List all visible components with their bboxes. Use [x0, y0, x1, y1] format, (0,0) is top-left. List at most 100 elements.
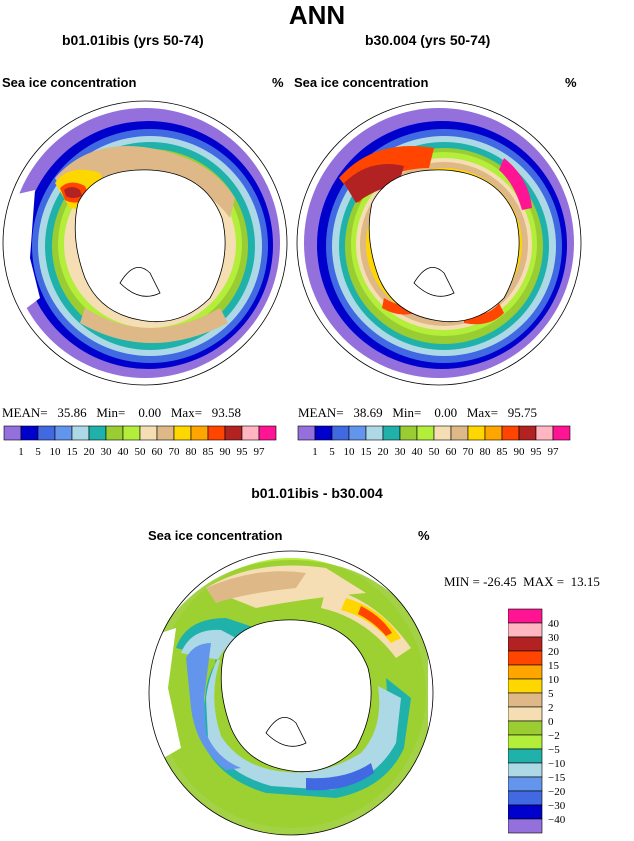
colorbar-swatch [224, 425, 243, 441]
colorbar-tick-label: 95 [237, 446, 249, 458]
diff-colorbar-swatch [508, 706, 543, 722]
diff-stats: MIN = -26.45 MAX = 13.15 [444, 574, 600, 589]
panel2-case-title: b30.004 (yrs 50-74) [365, 32, 491, 48]
colorbar-swatch [156, 425, 175, 441]
panel1-case-title: b01.01ibis (yrs 50-74) [62, 32, 204, 48]
colorbar-tick-label: 10 [344, 446, 356, 458]
colorbar-tick-label: 80 [186, 446, 198, 458]
diff-colorbar-tick-label: −10 [548, 758, 566, 770]
panel2-variable-label: Sea ice concentration [294, 75, 429, 90]
diff-colorbar-swatch [508, 790, 543, 806]
colorbar-tick-label: 85 [203, 446, 215, 458]
colorbar-swatch [241, 425, 260, 441]
diff-colorbar-swatch [508, 622, 543, 638]
colorbar-tick-label: 50 [429, 446, 441, 458]
diff-colorbar-tick-label: −15 [548, 772, 566, 784]
colorbar-swatch [484, 425, 503, 441]
colorbar-tick-label: 97 [548, 446, 560, 458]
page-title: ANN [288, 0, 346, 30]
colorbar-tick-label: 30 [101, 446, 113, 458]
diff-colorbar-swatch [508, 650, 543, 666]
colorbar-tick-label: 1 [18, 446, 24, 458]
colorbar-tick-label: 20 [84, 446, 96, 458]
colorbar-swatch [348, 425, 367, 441]
diff-colorbar-tick-label: 15 [548, 660, 560, 672]
colorbar-tick-label: 90 [220, 446, 232, 458]
colorbar-swatch [382, 425, 401, 441]
map-panel-diff [148, 550, 434, 836]
diff-colorbar-swatch [508, 818, 543, 834]
colorbar-panel-1: 1 5 10 15 20 30 40 50 60 70 80 85 90 95 97 [3, 425, 277, 458]
diff-colorbar-tick-label: −2 [548, 730, 560, 742]
diff-colorbar-tick-label: 30 [548, 632, 560, 644]
colorbar-swatch [433, 425, 452, 441]
colorbar-swatch [297, 425, 316, 441]
colorbar-swatch [365, 425, 384, 441]
diff-colorbar-tick-label: 2 [548, 702, 554, 714]
colorbar-tick-label: 85 [497, 446, 509, 458]
colorbar-tick-label: 40 [118, 446, 130, 458]
colorbar-swatch [258, 425, 277, 441]
colorbar-tick-label: 90 [514, 446, 526, 458]
diff-colorbar-tick-label: −40 [548, 814, 566, 826]
colorbar-swatch [552, 425, 571, 441]
colorbar-tick-label: 80 [480, 446, 492, 458]
diff-units-label: % [418, 528, 430, 543]
colorbar-swatch [20, 425, 39, 441]
diff-colorbar-swatch [508, 720, 543, 736]
diff-colorbar-swatch [508, 734, 543, 750]
colorbar-tick-label: 60 [152, 446, 164, 458]
colorbar-tick-label: 70 [463, 446, 475, 458]
diff-colorbar-tick-label: 0 [548, 716, 554, 728]
colorbar-tick-label: 95 [531, 446, 543, 458]
colorbar-swatch [105, 425, 124, 441]
colorbar-swatch [501, 425, 520, 441]
colorbar-tick-label: 20 [378, 446, 390, 458]
colorbar-tick-label: 60 [446, 446, 458, 458]
diff-colorbar-tick-label: 10 [548, 674, 560, 686]
colorbar-swatch [173, 425, 192, 441]
panel2-stats: MEAN= 38.69 Min= 0.00 Max= 95.75 [298, 405, 538, 420]
colorbar-tick-label: 10 [50, 446, 62, 458]
colorbar-swatch [399, 425, 418, 441]
diff-colorbar-tick-label: −30 [548, 800, 566, 812]
colorbar-tick-label: 97 [254, 446, 266, 458]
colorbar-swatch [139, 425, 158, 441]
colorbar-tick-label: 5 [35, 446, 41, 458]
colorbar-tick-label: 5 [329, 446, 335, 458]
diff-colorbar-tick-label: −5 [548, 744, 560, 756]
map-panel-1 [2, 100, 288, 386]
map-panel-2 [296, 100, 582, 386]
diff-colorbar-swatch [508, 692, 543, 708]
colorbar-panel-2: 1 5 10 15 20 30 40 50 60 70 80 85 90 95 97 [297, 425, 571, 458]
colorbar-swatch [3, 425, 22, 441]
colorbar-swatch [37, 425, 56, 441]
panel1-stats: MEAN= 35.86 Min= 0.00 Max= 93.58 [2, 405, 242, 420]
diff-variable-label: Sea ice concentration [148, 528, 283, 543]
colorbar-tick-label: 30 [395, 446, 407, 458]
colorbar-swatch [314, 425, 333, 441]
diff-colorbar-swatch [508, 664, 543, 680]
colorbar-swatch [190, 425, 209, 441]
colorbar-swatch [467, 425, 486, 441]
panel2-units-label: % [565, 75, 577, 90]
diff-colorbar-swatch [508, 804, 543, 820]
panel1-units-label: % [272, 75, 284, 90]
colorbar-swatch [88, 425, 107, 441]
colorbar-tick-label: 1 [312, 446, 318, 458]
colorbar-swatch [535, 425, 554, 441]
diff-colorbar-swatch [508, 776, 543, 792]
colorbar-swatch [450, 425, 469, 441]
colorbar-swatch [416, 425, 435, 441]
colorbar-swatch [122, 425, 141, 441]
colorbar-swatch [518, 425, 537, 441]
diff-colorbar-tick-label: −20 [548, 786, 566, 798]
colorbar-tick-label: 15 [361, 446, 373, 458]
colorbar-swatch [71, 425, 90, 441]
diff-colorbar-tick-label: 20 [548, 646, 560, 658]
diff-colorbar-swatch [508, 748, 543, 764]
colorbar-swatch [331, 425, 350, 441]
diff-colorbar-tick-label: 40 [548, 618, 560, 630]
colorbar-swatch [207, 425, 226, 441]
